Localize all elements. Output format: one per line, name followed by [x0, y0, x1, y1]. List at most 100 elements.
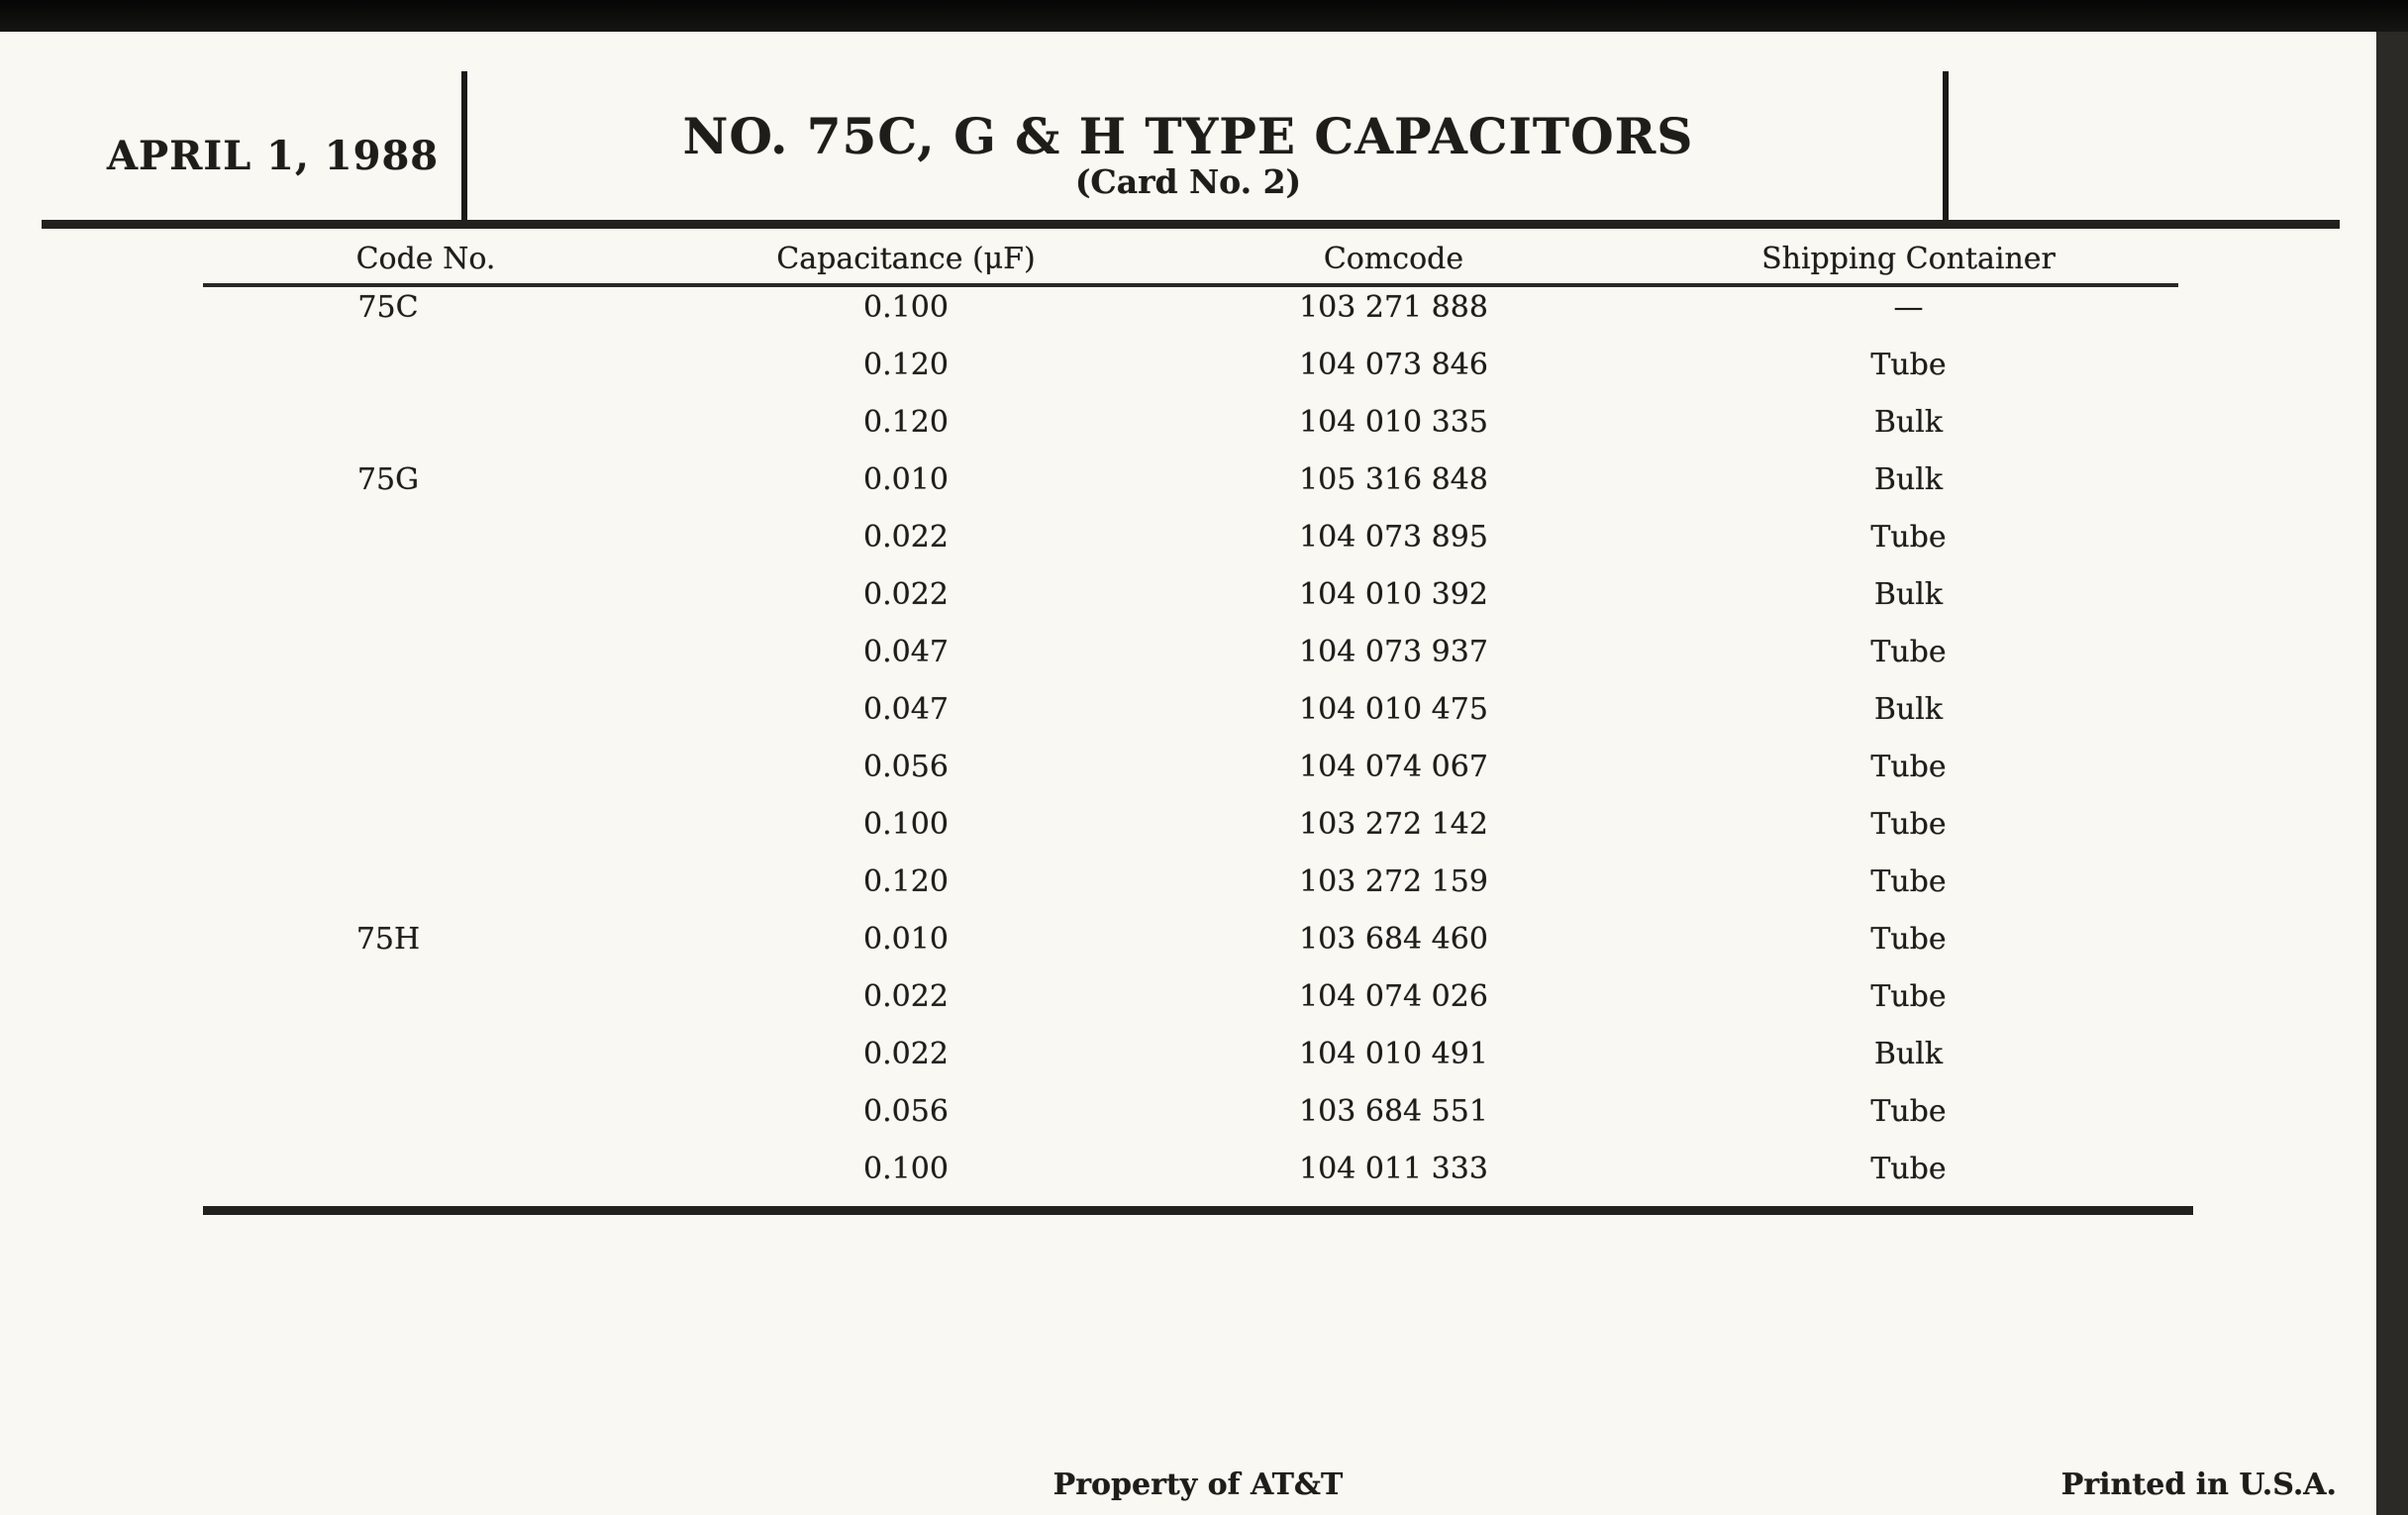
table-row: 0.047 104 073 937 Tube [203, 624, 2193, 681]
shipping-container-cell: Tube [1870, 922, 1947, 957]
table-row: 0.022 104 073 895 Tube [203, 509, 2193, 566]
table-header-row: Code No. Capacitance (μF) Comcode Shippi… [203, 240, 2193, 279]
capacitance-cell: 0.022 [863, 979, 949, 1014]
card-subtitle: (Card No. 2) [1074, 162, 1302, 201]
card-title: NO. 75C, G & H TYPE CAPACITORS [682, 107, 1694, 165]
table-row: 0.056 104 074 067 Tube [203, 739, 2193, 796]
code-no-cell [203, 1026, 649, 1083]
capacitance-cell: 0.010 [863, 462, 949, 497]
table-row: 75G 0.010 105 316 848 Bulk [203, 452, 2193, 509]
comcode-cell: 103 272 142 [1299, 807, 1488, 842]
code-no-cell [203, 739, 649, 796]
comcode-cell: 104 010 475 [1299, 692, 1488, 727]
table-bottom-rule [203, 1206, 2193, 1215]
shipping-container-cell: Bulk [1873, 405, 1944, 440]
comcode-cell: 104 073 937 [1299, 635, 1488, 669]
table-row: 0.120 104 010 335 Bulk [203, 394, 2193, 452]
code-no-cell [203, 854, 649, 911]
shipping-container-cell: Bulk [1873, 577, 1944, 612]
table-row: 75C 0.100 103 271 888 — [203, 279, 2193, 337]
code-no-cell [203, 337, 649, 394]
comcode-cell: 104 011 333 [1299, 1152, 1488, 1186]
shipping-container-cell: Tube [1870, 1152, 1947, 1186]
paper-background [0, 32, 2380, 1515]
column-header-shipping-container: Shipping Container [1761, 242, 2056, 276]
capacitance-cell: 0.047 [863, 692, 949, 727]
code-no-cell: 75G [356, 462, 420, 497]
code-no-cell: 75H [355, 922, 421, 957]
table-row: 0.120 104 073 846 Tube [203, 337, 2193, 394]
shipping-container-cell: — [1893, 290, 1924, 325]
column-header-comcode: Comcode [1323, 242, 1464, 276]
table-row: 0.047 104 010 475 Bulk [203, 681, 2193, 739]
shipping-container-cell: Tube [1870, 520, 1947, 555]
capacitance-cell: 0.100 [863, 807, 949, 842]
comcode-cell: 104 073 846 [1299, 348, 1488, 382]
shipping-container-cell: Tube [1870, 750, 1947, 784]
capacitance-cell: 0.047 [863, 635, 949, 669]
capacitance-cell: 0.120 [863, 864, 949, 899]
header-divider-right [1943, 71, 1949, 223]
table-body: 75C 0.100 103 271 888 — 0.120 104 073 846 Tube… [203, 279, 2193, 1198]
footer-property-notice: Property of AT&T [1053, 1467, 1344, 1502]
shipping-container-cell: Tube [1870, 348, 1947, 382]
header-rule [42, 220, 2340, 229]
comcode-cell: 103 272 159 [1299, 864, 1488, 899]
comcode-cell: 103 271 888 [1299, 290, 1488, 325]
capacitance-cell: 0.010 [863, 922, 949, 957]
footer-printed-notice: Printed in U.S.A. [2060, 1467, 2337, 1502]
capacitance-cell: 0.120 [863, 348, 949, 382]
code-no-cell [203, 394, 649, 452]
capacitance-cell: 0.056 [863, 1094, 949, 1129]
comcode-cell: 103 684 460 [1299, 922, 1488, 957]
code-no-cell [203, 1083, 649, 1141]
shipping-container-cell: Tube [1870, 979, 1947, 1014]
capacitance-cell: 0.022 [863, 1037, 949, 1071]
capacitance-cell: 0.022 [863, 577, 949, 612]
code-no-cell: 75C [357, 290, 419, 325]
table-row: 0.022 104 074 026 Tube [203, 968, 2193, 1026]
code-no-cell [203, 509, 649, 566]
shipping-container-cell: Tube [1870, 807, 1947, 842]
capacitance-cell: 0.056 [863, 750, 949, 784]
table-row: 0.022 104 010 491 Bulk [203, 1026, 2193, 1083]
card-date: APRIL 1, 1988 [107, 133, 440, 179]
shipping-container-cell: Tube [1870, 1094, 1947, 1129]
column-header-rule [203, 283, 2178, 287]
table-row: 0.056 103 684 551 Tube [203, 1083, 2193, 1141]
comcode-cell: 104 010 335 [1299, 405, 1488, 440]
column-header-code-no: Code No. [355, 242, 496, 276]
capacitance-cell: 0.022 [863, 520, 949, 555]
shipping-container-cell: Bulk [1873, 692, 1944, 727]
comcode-cell: 105 316 848 [1299, 462, 1488, 497]
table-row: 0.120 103 272 159 Tube [203, 854, 2193, 911]
capacitance-cell: 0.100 [863, 1152, 949, 1186]
comcode-cell: 104 074 067 [1299, 750, 1488, 784]
shipping-container-cell: Tube [1870, 635, 1947, 669]
capacitance-cell: 0.120 [863, 405, 949, 440]
header-divider-left [461, 71, 467, 223]
scan-top-black-band [0, 0, 2408, 32]
table-row: 0.022 104 010 392 Bulk [203, 566, 2193, 624]
comcode-cell: 104 074 026 [1299, 979, 1488, 1014]
comcode-cell: 104 010 392 [1299, 577, 1488, 612]
column-header-capacitance: Capacitance (μF) [776, 242, 1036, 276]
table-row: 0.100 104 011 333 Tube [203, 1141, 2193, 1198]
code-no-cell [203, 624, 649, 681]
capacitance-cell: 0.100 [863, 290, 949, 325]
shipping-container-cell: Bulk [1873, 1037, 1944, 1071]
scan-right-black-strip [2376, 0, 2408, 1515]
table-row: 75H 0.010 103 684 460 Tube [203, 911, 2193, 968]
comcode-cell: 104 073 895 [1299, 520, 1488, 555]
code-no-cell [203, 796, 649, 854]
shipping-container-cell: Bulk [1873, 462, 1944, 497]
code-no-cell [203, 681, 649, 739]
comcode-cell: 104 010 491 [1299, 1037, 1488, 1071]
code-no-cell [203, 566, 649, 624]
code-no-cell [203, 968, 649, 1026]
code-no-cell [203, 1141, 649, 1198]
table-row: 0.100 103 272 142 Tube [203, 796, 2193, 854]
comcode-cell: 103 684 551 [1299, 1094, 1488, 1129]
shipping-container-cell: Tube [1870, 864, 1947, 899]
